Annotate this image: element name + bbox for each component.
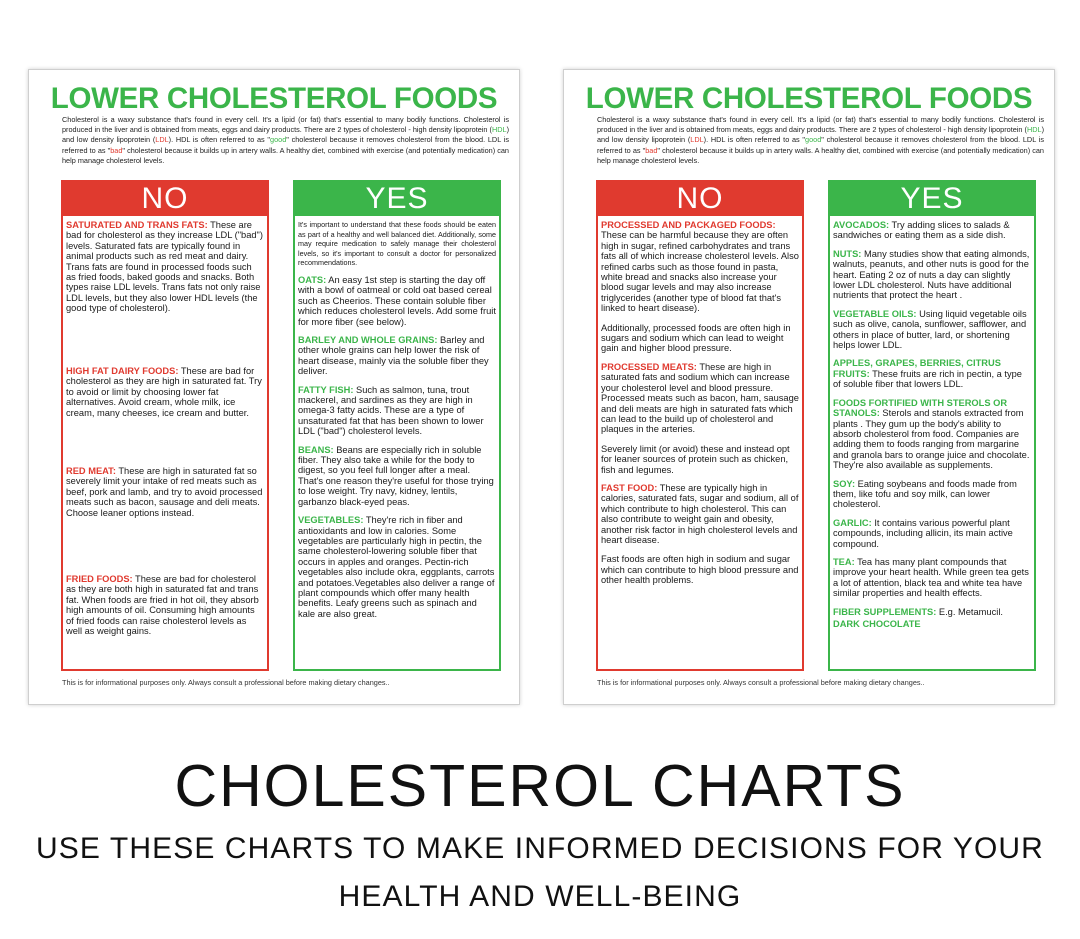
list-item: FRIED FOODS: These are bad for cholester… [66,574,259,637]
yes-column: YES It's important to understand that th… [293,180,501,671]
list-item: PROCESSED MEATS: These are high in satur… [601,361,799,475]
list-item: VEGETABLE OILS: Using liquid vegetable o… [833,308,1027,351]
chart-sheet-right: LOWER CHOLESTEROL FOODS Cholesterol is a… [563,69,1055,705]
intro-text: Cholesterol is a waxy substance that's f… [62,115,509,165]
list-item: VEGETABLES: They're rich in fiber and an… [298,515,495,619]
yes-heading: YES [830,182,1034,216]
yes-note: It's important to understand that these … [298,220,496,268]
list-item: BEANS: Beans are especially rich in solu… [298,444,494,507]
list-item-paragraph: Additionally, processed foods are often … [601,322,791,354]
no-column: NO PROCESSED AND PACKAGED FOODS: These c… [596,180,804,671]
yes-list: It's important to understand that these … [295,216,499,669]
list-item: DARK CHOCOLATE [833,619,921,629]
list-item: FATTY FISH: Such as salmon, tuna, trout … [298,384,484,437]
banner-subtitle-line-1: USE THESE CHARTS TO MAKE INFORMED DECISI… [36,832,1044,865]
list-item-paragraph: Severely limit (or avoid) these and inst… [601,443,790,475]
yes-column: YES AVOCADOS: Try adding slices to salad… [828,180,1036,671]
list-item: AVOCADOS: Try adding slices to salads & … [833,220,1010,241]
list-item-paragraph: Fast foods are often high in sodium and … [601,554,799,586]
banner-title: CHOLESTEROL CHARTS [174,753,906,819]
sheet-title: LOWER CHOLESTEROL FOODS [585,82,1033,115]
no-heading: NO [598,182,802,216]
list-item: SATURATED AND TRANS FATS: These are bad … [66,220,263,314]
list-item: FOODS FORTIFIED WITH STEROLS OR STANOLS:… [833,397,1030,471]
list-item: NUTS: Many studies show that eating almo… [833,248,1030,301]
intro-text: Cholesterol is a waxy substance that's f… [597,115,1044,165]
list-item: BARLEY AND WHOLE GRAINS: Barley and othe… [298,335,489,377]
list-item: GARLIC: It contains various powerful pla… [833,517,1013,549]
no-list: SATURATED AND TRANS FATS: These are bad … [63,216,267,669]
disclaimer: This is for informational purposes only.… [62,678,390,687]
disclaimer: This is for informational purposes only.… [597,678,925,687]
yes-heading: YES [295,182,499,216]
no-column: NO SATURATED AND TRANS FATS: These are b… [61,180,269,671]
list-item: RED MEAT: These are high in saturated fa… [66,466,263,518]
list-item: OATS: An easy 1st step is starting the d… [298,274,496,327]
list-item: FAST FOOD: These are typically high in c… [601,482,799,586]
sheet-title: LOWER CHOLESTEROL FOODS [50,82,498,115]
list-item: SOY: Eating soybeans and foods made from… [833,478,1017,510]
list-item: HIGH FAT DAIRY FOODS: These are bad for … [66,366,262,418]
list-item: FIBER SUPPLEMENTS: E.g. Metamucil. [833,606,1003,617]
banner-subtitle-line-2: HEALTH AND WELL-BEING [338,880,742,913]
yes-list: AVOCADOS: Try adding slices to salads & … [830,216,1034,669]
no-list: PROCESSED AND PACKAGED FOODS: These can … [598,216,802,669]
list-item: APPLES, GRAPES, BERRIES, CITRUS FRUITS: … [833,358,1022,390]
chart-sheet-left: LOWER CHOLESTEROL FOODS Cholesterol is a… [28,69,520,705]
list-item: TEA: Tea has many plant compounds that i… [833,556,1029,599]
list-item: PROCESSED AND PACKAGED FOODS: These can … [601,220,799,354]
no-heading: NO [63,182,267,216]
